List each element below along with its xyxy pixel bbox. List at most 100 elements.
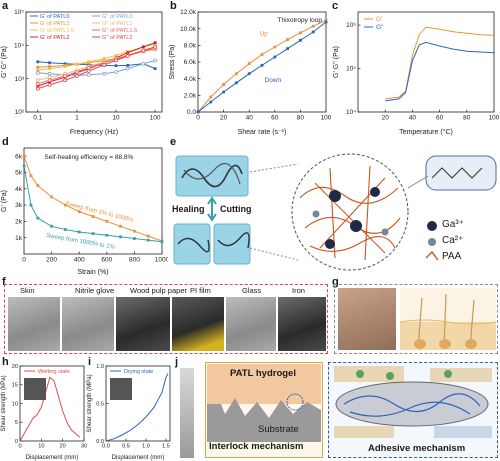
cutting-label: Cutting — [220, 204, 252, 214]
data-point — [235, 81, 238, 85]
data-point — [86, 72, 91, 77]
panel-g-frame — [334, 284, 498, 354]
x-tick-label: 60 — [436, 115, 444, 122]
y-tick-label: 2k — [15, 219, 23, 226]
data-point — [141, 48, 146, 53]
ga-ions — [325, 187, 380, 249]
legend-paa-label: PAA — [442, 251, 462, 262]
substrate-label: Substrate — [258, 424, 299, 435]
data-point — [153, 44, 158, 49]
data-point — [63, 74, 68, 78]
data-point — [35, 78, 40, 83]
panel-e-svg — [173, 153, 497, 271]
data-point — [324, 18, 328, 22]
x-tick-label: 20 — [60, 444, 66, 450]
x-tick-label: 20 — [382, 115, 390, 122]
x-tick-label: 60 — [271, 115, 279, 122]
hydrogel-label: PATL hydrogel — [230, 368, 296, 379]
plot-frame — [357, 11, 495, 113]
data-point — [125, 54, 130, 58]
data-point — [209, 95, 213, 99]
substrate-label-glass: Glass — [242, 286, 262, 295]
x-axis-label: Strain (%) — [77, 269, 108, 276]
data-point — [153, 67, 157, 71]
y-tick-label: 5 — [15, 420, 18, 426]
data-point — [48, 67, 51, 71]
data-point — [222, 90, 225, 94]
x-axis-label: Temperature (°C) — [399, 128, 453, 136]
plot-frame — [19, 365, 85, 442]
panel-label-g: g — [332, 276, 339, 288]
y-tick-label: 6.0k — [184, 59, 197, 66]
data-point — [36, 216, 40, 220]
data-point — [63, 62, 67, 66]
data-point — [299, 38, 302, 42]
up-annotation: Up — [259, 30, 268, 37]
data-point — [77, 210, 81, 213]
x-tick-label: 10 — [38, 444, 44, 450]
data-point — [63, 78, 68, 83]
photo-iron — [278, 297, 326, 351]
data-point — [105, 219, 109, 223]
data-point — [86, 69, 91, 73]
skin-layer-illustration — [400, 288, 496, 350]
series-line — [37, 46, 156, 90]
y-tick-label: 10⁴ — [346, 109, 356, 116]
x-tick-label: 0.1 — [33, 115, 42, 122]
x-axis-label: Displacement (mm) — [26, 454, 79, 461]
y-tick-label: 1.0 — [96, 364, 104, 370]
y-tick-label: 10⁵ — [14, 9, 24, 16]
x-tick-label: 80 — [297, 115, 305, 122]
data-point — [119, 235, 122, 239]
data-point — [119, 224, 122, 228]
x-tick-label: 100 — [150, 115, 161, 122]
data-point — [75, 62, 79, 66]
data-point — [299, 31, 302, 35]
legend-ca-label: Ca²⁺ — [442, 235, 464, 246]
chart-a: 0.1 1 10 100 10² 10³ 10⁴ 10⁵ Frequency (Hz) G' G'… — [1, 9, 163, 136]
y-tick-label: 10² — [15, 109, 25, 116]
substrate-label-iron: Iron — [292, 286, 305, 295]
paa-structure-box — [425, 155, 497, 191]
data-point — [105, 233, 109, 237]
substrate-label-nitrile: Nitrile glove — [75, 286, 115, 295]
substrate-label-pi: PI film — [190, 286, 211, 295]
healing-label: Healing — [172, 204, 205, 214]
wetting-state-annotation: Wetting state — [38, 369, 70, 375]
data-point — [286, 47, 289, 51]
y-tick-label: 0 — [15, 439, 18, 445]
data-point — [87, 60, 91, 64]
interlock-mechanism-label: Interlock mechanism — [209, 441, 304, 452]
data-point — [196, 110, 200, 114]
data-point — [47, 78, 52, 83]
data-point — [91, 215, 95, 218]
data-point — [273, 55, 277, 59]
photo-wood-pulp-paper — [116, 297, 170, 351]
data-point — [114, 53, 118, 57]
y-tick-label: 10 — [12, 401, 18, 407]
series-line — [385, 41, 495, 102]
photo-skin-application — [338, 288, 396, 350]
down-annotation: Down — [265, 77, 282, 84]
data-point — [235, 72, 238, 76]
substrate-label-wood: Wood pulp paper — [130, 286, 187, 295]
data-point — [153, 41, 157, 45]
x-axis-label: Frequency (Hz) — [70, 129, 118, 136]
chart-c: 20 40 60 80 100 10⁴ 10⁵ 10⁶ Temperature (°C) G' G… — [333, 11, 500, 136]
panel-label-c: c — [332, 0, 339, 12]
panel-e-schematic: Healing Cutting Ga³⁺ Ca²⁺ PAA — [170, 148, 500, 274]
x-tick-label: 0.0 — [102, 444, 110, 450]
data-point — [36, 184, 40, 187]
panel-label-j: j — [175, 356, 179, 368]
x-axis-label: Shear rate (s⁻¹) — [238, 129, 287, 136]
data-point — [102, 62, 107, 67]
data-point — [35, 70, 40, 75]
y-tick-label: 0.0 — [187, 109, 196, 116]
plot-frame — [23, 147, 163, 255]
data-point — [74, 69, 79, 74]
data-point — [22, 154, 26, 158]
x-tick-label: 1.0 — [142, 444, 150, 450]
data-point — [36, 65, 40, 69]
adhesive-mechanism-label: Adhesive mechanism — [368, 443, 466, 454]
x-axis-label: Displacement (mm) — [112, 454, 165, 461]
